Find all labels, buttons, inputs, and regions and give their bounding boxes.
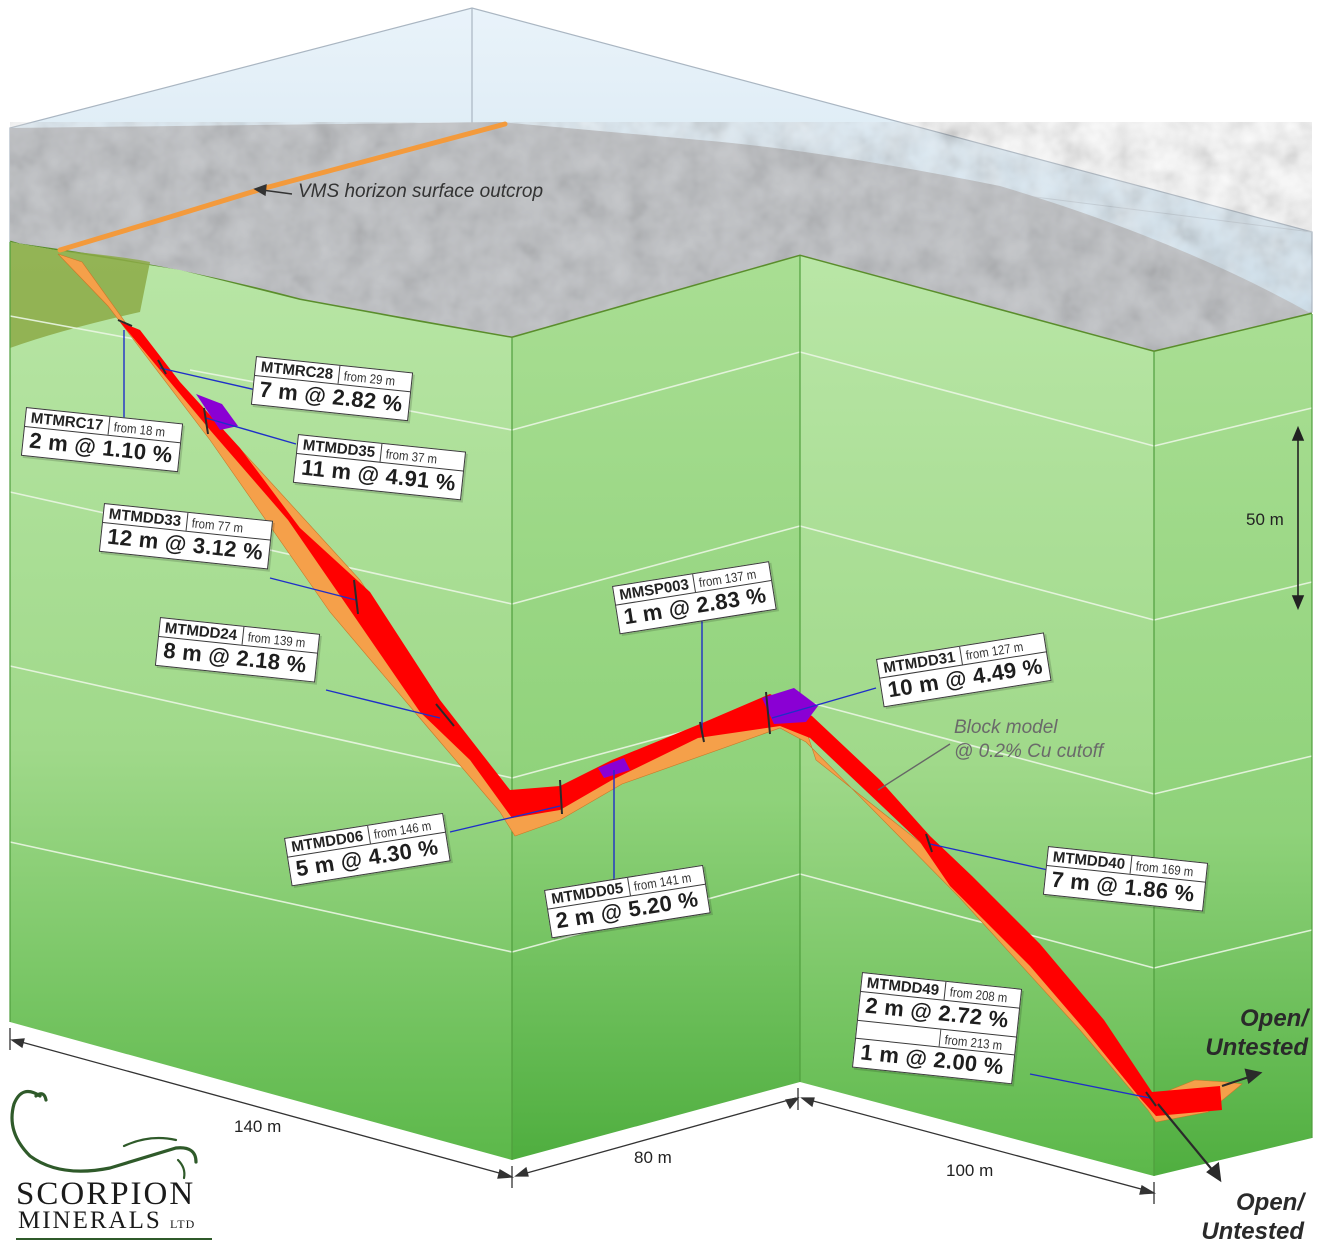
- block-front-center: [512, 256, 800, 1160]
- logo-line-1: SCORPION: [16, 1176, 196, 1212]
- open-right-line-1: Open/: [1239, 1005, 1308, 1032]
- intercept-label-mtmdd49: MTMDD49 from 208 m 2 m @ 2.72 % from 213 …: [851, 972, 1023, 1085]
- block-front-right: [800, 256, 1154, 1176]
- open-bottom-line-2: Untested: [1201, 1218, 1304, 1245]
- outcrop-annotation: VMS horizon surface outcrop: [298, 181, 544, 202]
- block-model-annotation: Block model @ 0.2% Cu cutoff: [954, 716, 1103, 764]
- logo-line-2-wrap: MINERALS LTD: [18, 1207, 195, 1235]
- dimension-80m: 80 m: [634, 1148, 672, 1167]
- open-bottom-line-1: Open/: [1235, 1189, 1304, 1216]
- orebody-high-grade: [196, 394, 818, 778]
- block-model-line-2: @ 0.2% Cu cutoff: [954, 741, 1104, 762]
- orebody-ore: [120, 322, 1222, 1116]
- logo-line-2: MINERALS: [18, 1207, 162, 1234]
- logo-scorpion-icon: [10, 1089, 198, 1180]
- open-arrows: [1157, 1068, 1263, 1183]
- block-model-line-1: Block model: [954, 717, 1058, 738]
- depth-gridlines: [9, 315, 1313, 969]
- open-right-line-2: Untested: [1205, 1034, 1308, 1061]
- block-side-right: [1154, 314, 1312, 1176]
- logo-underline: [16, 1238, 212, 1240]
- scale-bar-label: 50 m: [1246, 510, 1284, 529]
- annotation-leaders: [253, 183, 951, 791]
- open-untested-right: Open/ Untested: [1180, 1004, 1308, 1062]
- intercept-ticks: [117, 319, 1157, 1107]
- company-logo: SCORPION MINERALS LTD: [10, 1080, 212, 1240]
- block-edges: [9, 242, 1313, 1176]
- dimension-140m: 140 m: [234, 1117, 282, 1136]
- drill-traces: [123, 330, 1151, 1099]
- open-untested-bottom: Open/ Untested: [1176, 1188, 1304, 1246]
- scale-bar: [1291, 425, 1305, 611]
- dimension-100m: 100 m: [946, 1161, 994, 1180]
- dimension-lines: [9, 1028, 1157, 1204]
- logo-line-3: LTD: [170, 1217, 196, 1231]
